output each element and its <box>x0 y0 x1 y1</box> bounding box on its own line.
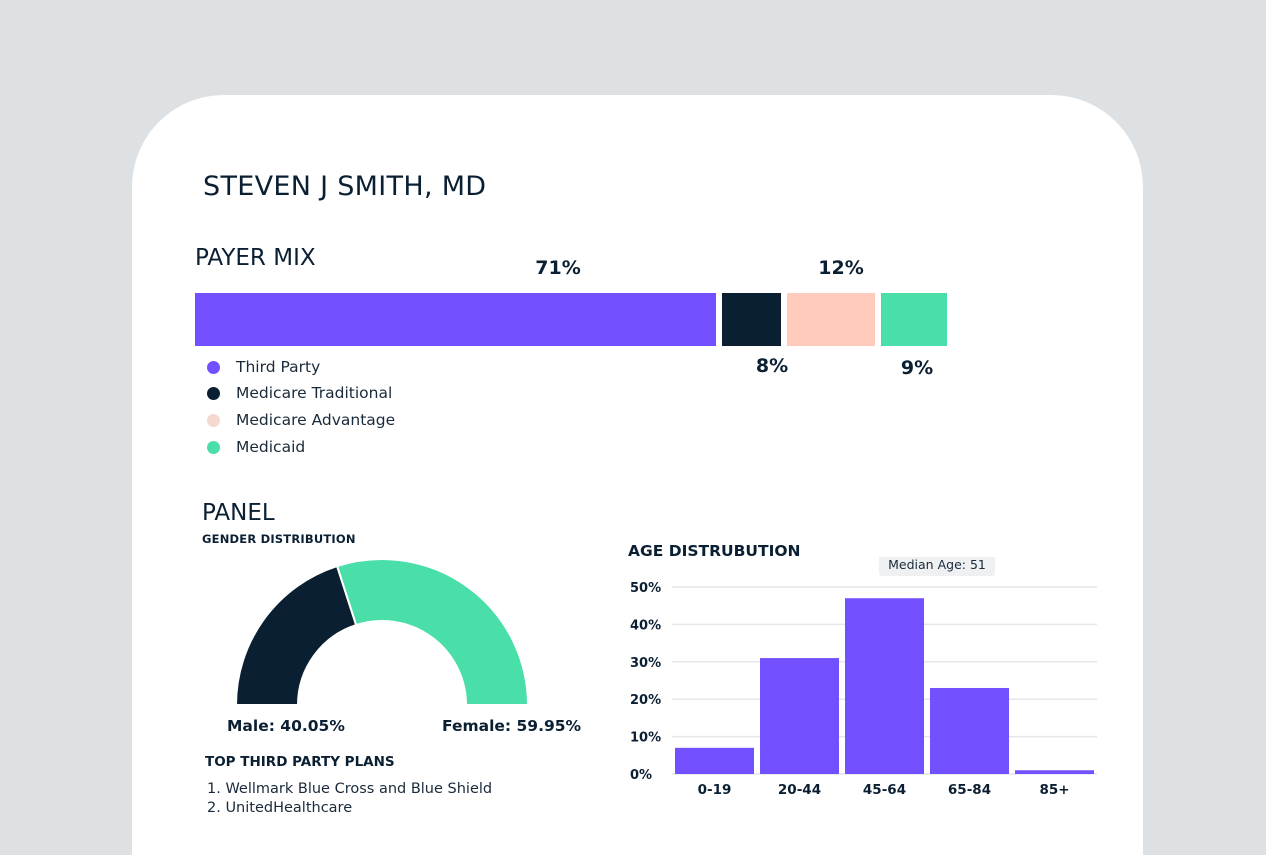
payer-segment-medicaid <box>880 293 947 346</box>
legend-item-medicaid: Medicaid <box>207 436 305 458</box>
top-plans-title: TOP THIRD PARTY PLANS <box>205 754 395 770</box>
age-bar <box>930 687 1009 774</box>
gender-female-label: Female: 59.95% <box>442 717 582 735</box>
payer-pct-third-party: 71% <box>535 257 581 279</box>
payer-segment-medicare-advantage <box>786 293 875 346</box>
legend-item-medicare-advantage: Medicare Advantage <box>207 409 395 431</box>
legend-label: Medicaid <box>236 438 306 456</box>
x-tick-label: 20-44 <box>778 782 821 798</box>
age-distribution-chart: 0% 10% 20% 30% 40% 50% 0-19 20-44 45-64 65-84 85+ M… <box>630 557 1097 798</box>
payer-pct-medicaid: 9% <box>900 357 934 379</box>
legend-label: Medicare Traditional <box>236 384 393 402</box>
median-age-label: Median Age: 51 <box>888 557 986 572</box>
age-bar <box>1015 770 1094 774</box>
panel-title: PANEL <box>202 500 275 526</box>
plan-item: 2. UnitedHealthcare <box>207 800 353 816</box>
y-tick-label: 40% <box>630 618 661 633</box>
legend-dot-icon <box>207 386 220 400</box>
legend-dot-icon <box>207 360 220 374</box>
x-tick-label: 65-84 <box>948 782 991 798</box>
x-tick-label: 45-64 <box>863 782 906 798</box>
payer-mix-title: PAYER MIX <box>195 245 316 271</box>
legend-dot-icon <box>207 413 220 427</box>
y-tick-label: 20% <box>630 693 661 708</box>
gender-gauge-male-arc <box>234 564 358 706</box>
legend-dot-icon <box>207 440 220 454</box>
legend-label: Third Party <box>236 358 321 376</box>
doctor-name: STEVEN J SMITH, MD <box>203 171 487 202</box>
y-tick-label: 50% <box>630 581 661 596</box>
median-age-annotation: Median Age: 51 <box>879 557 995 576</box>
gender-male-label: Male: 40.05% <box>227 717 345 735</box>
legend-item-third-party: Third Party <box>207 356 320 378</box>
age-distribution-title: AGE DISTRUBUTION <box>628 542 801 560</box>
age-bar <box>845 598 924 774</box>
x-tick-label: 85+ <box>1039 782 1069 798</box>
median-age-badge <box>879 557 995 576</box>
gender-gauge-female-arc <box>335 558 530 706</box>
legend-item-medicare-traditional: Medicare Traditional <box>207 382 392 404</box>
payer-segment-medicare-traditional <box>722 293 781 346</box>
legend-label: Medicare Advantage <box>236 411 396 429</box>
plan-item: 1. Wellmark Blue Cross and Blue Shield <box>207 781 493 797</box>
gender-gauge <box>234 558 530 706</box>
x-tick-label: 0-19 <box>698 782 732 798</box>
payer-segment-third-party <box>195 293 717 346</box>
gender-distribution-title: GENDER DISTRIBUTION <box>202 532 356 546</box>
age-bar <box>760 658 839 774</box>
y-tick-label: 0% <box>630 768 652 783</box>
physician-card: STEVEN J SMITH, MD PAYER MIX 71% 12% 8% … <box>132 95 1143 855</box>
y-tick-label: 30% <box>630 656 661 671</box>
y-tick-label: 10% <box>630 731 661 746</box>
age-bar <box>675 747 754 774</box>
payer-pct-medicare-traditional: 8% <box>755 355 789 377</box>
payer-pct-medicare-advantage: 12% <box>818 257 864 279</box>
